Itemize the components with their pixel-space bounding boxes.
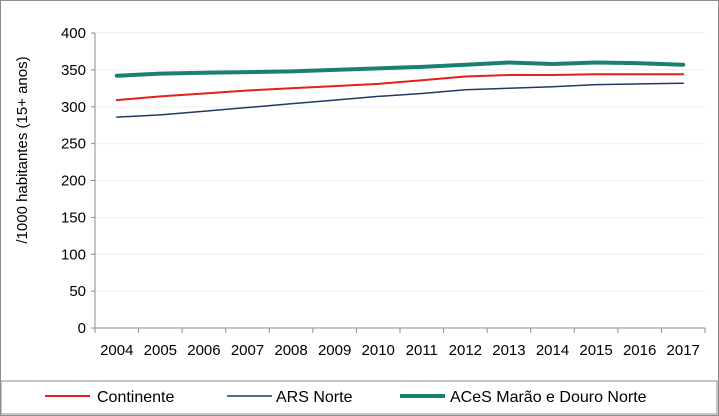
series-line-continente — [115, 73, 685, 102]
y-tick-label: 250 — [61, 136, 86, 153]
series-line-aces-mar-o-e-douro-norte — [114, 60, 686, 78]
legend-box — [0, 380, 718, 415]
x-tick-label: 2014 — [536, 342, 569, 359]
x-tick-label: 2008 — [274, 342, 307, 359]
x-tick-label: 2011 — [406, 342, 438, 359]
legend: Continente ARS Norte ACeS Marão e Douro No… — [0, 380, 718, 415]
x-tick-label: 2005 — [144, 342, 177, 359]
x-tick-label: 2006 — [187, 342, 220, 359]
axes — [91, 32, 706, 333]
y-tick-label: 200 — [61, 173, 86, 190]
gridlines — [95, 32, 705, 292]
legend-label: Continente — [97, 389, 174, 406]
series-line-ars-norte — [116, 82, 684, 118]
x-tick-label: 2010 — [362, 342, 395, 359]
legend-label: ARS Norte — [276, 389, 353, 406]
x-tick-label: 2017 — [667, 342, 700, 359]
y-tick-label: 150 — [61, 209, 86, 226]
x-tick-label: 2015 — [579, 342, 612, 359]
y-tick-labels: 0 50 100 150 200 250 300 350 400 — [61, 25, 86, 337]
x-tick-label: 2007 — [231, 342, 264, 359]
x-tick-label: 2016 — [623, 342, 656, 359]
y-axis-title: /1000 habitantes (15+ anos) — [14, 56, 31, 243]
x-tick-labels: 2004 2005 2006 2007 2008 2009 2010 2011 2012 2013… — [100, 342, 700, 359]
x-tick-label: 2012 — [449, 342, 482, 359]
y-tick-label: 0 — [78, 320, 86, 337]
y-tick-label: 100 — [61, 246, 86, 263]
y-tick-label: 50 — [69, 283, 86, 300]
y-tick-label: 350 — [61, 62, 86, 79]
x-tick-label: 2009 — [318, 342, 351, 359]
y-tick-label: 300 — [61, 99, 86, 116]
legend-label: ACeS Marão e Douro Norte — [450, 389, 647, 406]
x-tick-label: 2013 — [492, 342, 525, 359]
x-tick-label: 2004 — [100, 342, 133, 359]
y-tick-label: 400 — [61, 25, 86, 42]
series-lines — [114, 60, 686, 118]
